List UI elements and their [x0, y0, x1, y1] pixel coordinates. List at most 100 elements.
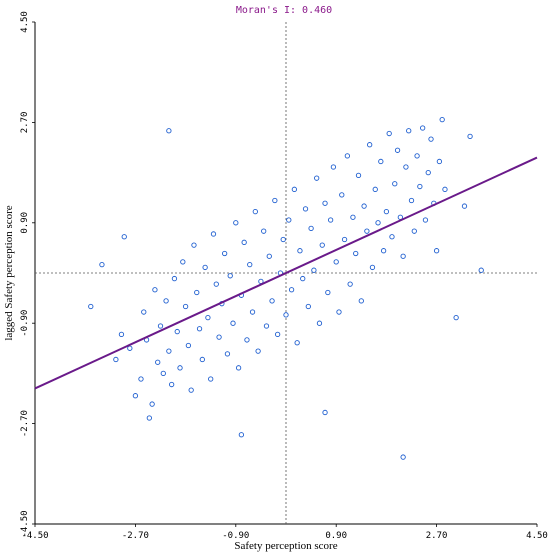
- scatter-point: [411, 228, 417, 234]
- y-axis-label: lagged Safety perception score: [3, 205, 15, 340]
- scatter-point: [213, 281, 219, 287]
- scatter-point: [216, 334, 222, 340]
- scatter-point: [180, 259, 186, 265]
- scatter-point: [300, 275, 306, 282]
- scatter-point: [88, 303, 94, 310]
- scatter-point: [163, 298, 169, 304]
- scatter-point: [322, 200, 328, 206]
- y-tick-label: 2.70: [20, 112, 30, 134]
- scatter-point: [121, 234, 127, 240]
- scatter-point: [414, 153, 420, 159]
- y-tick-label: 4.50: [20, 11, 30, 33]
- scatter-point: [208, 376, 214, 382]
- scatter-point: [339, 192, 345, 198]
- y-tick-label: 0.90: [20, 212, 30, 234]
- scatter-point: [146, 415, 152, 421]
- scatter-point: [269, 298, 275, 304]
- scatter-point: [288, 287, 295, 293]
- scatter-point: [191, 242, 197, 248]
- scatter-point: [155, 359, 161, 365]
- scatter-point: [141, 309, 147, 315]
- scatter-point: [383, 208, 390, 215]
- scatter-point: [344, 153, 351, 159]
- scatter-point: [478, 267, 484, 273]
- scatter-point: [272, 197, 278, 204]
- scatter-point: [247, 261, 253, 268]
- scatter-point: [330, 164, 337, 170]
- scatter-point: [261, 228, 267, 234]
- scatter-point: [274, 331, 281, 338]
- scatter-point: [394, 147, 401, 153]
- scatter-point: [433, 248, 440, 254]
- scatter-point: [188, 387, 194, 393]
- scatter-point: [308, 225, 314, 232]
- scatter-point: [177, 365, 183, 371]
- scatter-point: [461, 203, 468, 209]
- scatter-point: [372, 186, 378, 192]
- scatter-point: [224, 351, 231, 357]
- scatter-point: [403, 164, 409, 170]
- scatter-point: [266, 253, 272, 259]
- scatter-point: [367, 142, 373, 148]
- scatter-point: [375, 220, 381, 226]
- scatter-point: [422, 217, 429, 223]
- scatter-point: [361, 203, 367, 209]
- scatter-point: [417, 183, 423, 190]
- scatter-point: [157, 323, 164, 329]
- scatter-point: [238, 432, 245, 438]
- scatter-point: [467, 133, 473, 139]
- x-axis-label: Safety perception score: [234, 540, 337, 552]
- scatter-point: [322, 409, 328, 416]
- scatter-point: [283, 312, 289, 318]
- scatter-point: [327, 217, 334, 223]
- scatter-point: [255, 348, 261, 354]
- scatter-point: [369, 264, 376, 271]
- scatter-point: [235, 365, 242, 371]
- scatter-point: [294, 340, 300, 346]
- scatter-point: [149, 401, 155, 407]
- scatter-point: [174, 328, 180, 335]
- scatter-point: [244, 337, 250, 343]
- scatter-point: [113, 356, 119, 363]
- scatter-point: [127, 345, 133, 351]
- x-tick-labels: -4.50 -2.70 -0.90 0.90 2.70 4.50: [21, 524, 548, 541]
- scatter-point: [297, 248, 303, 254]
- scatter-point: [392, 181, 398, 187]
- scatter-point: [118, 331, 125, 338]
- scatter-point: [380, 248, 387, 254]
- scatter-point: [400, 253, 406, 259]
- scatter-point: [355, 172, 362, 179]
- scatter-point: [227, 273, 233, 279]
- scatter-point: [210, 231, 217, 237]
- y-tick-labels: -4.50 -2.70 -0.90 0.90 2.70 4.50: [20, 11, 35, 538]
- scatter-point: [341, 236, 348, 243]
- y-tick-label: -0.90: [20, 310, 30, 337]
- scatter-point: [428, 136, 434, 142]
- y-tick-label: -4.50: [20, 510, 30, 537]
- scatter-point: [160, 370, 166, 377]
- scatter-point: [99, 261, 105, 268]
- scatter-point: [138, 376, 144, 382]
- scatter-point: [420, 125, 426, 131]
- scatter-point: [311, 267, 317, 273]
- scatter-point: [132, 393, 139, 399]
- scatter-point: [169, 381, 175, 388]
- scatter-point: [316, 320, 323, 326]
- x-tick-label: 2.70: [426, 531, 448, 541]
- scatter-point: [249, 309, 256, 315]
- chart-title: Moran's I: 0.460: [236, 5, 332, 16]
- scatter-point: [305, 303, 311, 310]
- x-tick-label: 0.90: [325, 531, 347, 541]
- scatter-point: [353, 250, 359, 257]
- y-tick-label: -2.70: [20, 410, 30, 437]
- scatter-point: [221, 250, 228, 257]
- regression-line: [34, 156, 538, 390]
- scatter-point: [347, 281, 353, 287]
- scatter-point: [230, 320, 236, 326]
- scatter-point: [425, 169, 431, 176]
- scatter-point: [171, 275, 178, 282]
- scatter-point: [439, 116, 445, 123]
- scatter-point: [252, 208, 258, 215]
- scatter-point: [241, 239, 247, 245]
